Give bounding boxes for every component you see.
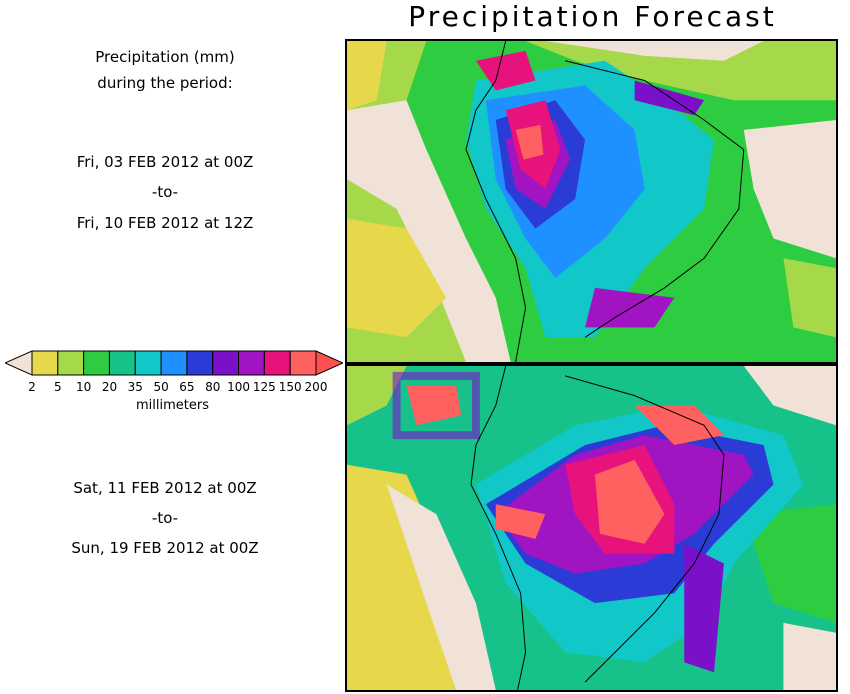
legend-swatch	[31, 350, 59, 376]
legend-swatch	[186, 350, 214, 376]
legend-tick-label: 10	[75, 380, 92, 394]
legend-swatch	[160, 350, 188, 376]
color-legend-bar	[5, 350, 343, 376]
legend-tick-label: 2	[28, 380, 36, 394]
page-title: Precipitation Forecast	[408, 0, 777, 33]
legend-under-arrow	[5, 350, 33, 376]
legend-heading-line1: Precipitation (mm)	[95, 48, 235, 66]
legend-swatch	[212, 350, 240, 376]
period2-separator: -to-	[151, 509, 179, 527]
legend-tick-label: 200	[304, 380, 328, 394]
precip-map-period1	[347, 41, 836, 362]
period2-end: Sun, 19 FEB 2012 at 00Z	[71, 539, 259, 557]
legend-units: millimeters	[136, 398, 209, 413]
legend-swatch	[57, 350, 85, 376]
legend-swatch	[83, 350, 110, 376]
legend-swatch	[108, 350, 136, 376]
legend-tick-label: 20	[101, 380, 118, 394]
legend-tick-label: 50	[153, 380, 169, 394]
legend-tick-labels: 2 5 10 20 35 50 65 80 100 125 150 200	[0, 380, 345, 396]
legend-swatch	[238, 350, 265, 376]
period2-start: Sat, 11 FEB 2012 at 00Z	[73, 479, 257, 497]
period1-start: Fri, 03 FEB 2012 at 00Z	[76, 153, 254, 171]
legend-tick-label: 35	[127, 380, 143, 394]
legend-heading-line2: during the period:	[97, 74, 233, 92]
legend-swatch	[263, 350, 291, 376]
legend-tick-label: 150	[278, 380, 302, 394]
map-panel-period2	[345, 364, 838, 692]
precip-map-period2	[347, 366, 836, 690]
legend-tick-label: 65	[179, 380, 195, 394]
legend-tick-label: 125	[252, 380, 276, 394]
legend-tick-label: 100	[227, 380, 250, 394]
map-panel-period1	[345, 39, 838, 364]
period1-separator: -to-	[151, 183, 179, 201]
legend-tick-label: 5	[53, 380, 62, 394]
legend-swatch	[134, 350, 162, 376]
legend-swatch	[289, 350, 317, 376]
period1-end: Fri, 10 FEB 2012 at 12Z	[76, 214, 254, 232]
legend-over-arrow	[315, 350, 343, 376]
legend-swatches	[31, 350, 317, 376]
legend-tick-label: 80	[205, 380, 221, 394]
